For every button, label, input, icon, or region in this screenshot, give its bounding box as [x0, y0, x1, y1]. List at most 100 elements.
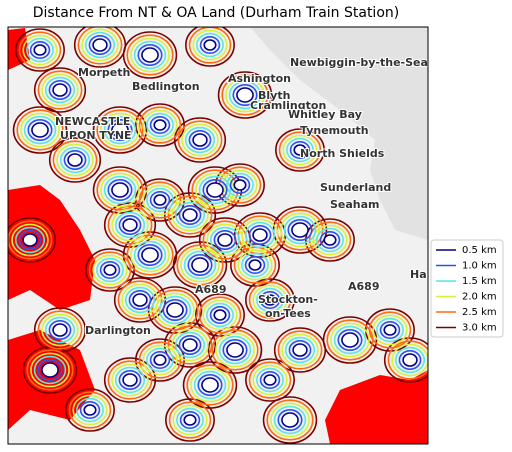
contour-ring	[280, 212, 320, 248]
place: Sunderland	[320, 181, 391, 194]
contour-ring	[305, 218, 355, 262]
contour-ring	[111, 363, 149, 397]
contour-ring	[376, 317, 404, 343]
contour-ring	[107, 179, 133, 202]
contour-ring	[217, 71, 273, 119]
contour-ring	[183, 250, 217, 280]
contour-ring	[23, 115, 57, 145]
contour-ring	[137, 43, 163, 66]
contour-ring	[233, 179, 247, 191]
contour-ring	[18, 230, 42, 251]
contour-ring	[333, 325, 367, 355]
contour-ring	[88, 251, 132, 289]
contour-ring	[133, 40, 167, 70]
contour-ring	[33, 44, 47, 56]
map: Newbiggin-by-the-Sea Morpeth Ashington B…	[8, 27, 441, 444]
contour-ring	[394, 346, 426, 374]
contour-ring	[209, 305, 231, 324]
contour-ring	[122, 373, 138, 387]
contour-ring	[259, 290, 281, 309]
place: Hartl	[410, 268, 441, 281]
map-frame	[7, 26, 429, 445]
contour-ring	[176, 407, 204, 433]
contour-ring	[126, 234, 174, 276]
contour-ring	[52, 83, 68, 97]
contour-ring	[237, 249, 273, 281]
contour-ring	[153, 354, 167, 366]
contour-ring	[122, 218, 138, 232]
contour-ring	[181, 123, 219, 157]
contour-ring	[248, 259, 262, 271]
contour-ring	[196, 32, 224, 58]
contour-ring	[252, 284, 288, 316]
contour-ring	[16, 109, 64, 151]
sea	[250, 27, 428, 240]
contour-ring	[67, 153, 83, 167]
contour-ring	[8, 217, 57, 263]
place: North Shields	[300, 147, 385, 160]
road: A689	[348, 280, 379, 293]
contour-ring	[248, 361, 292, 399]
contour-ring	[114, 211, 146, 239]
contour-ring	[180, 247, 220, 283]
contour-ring	[162, 298, 188, 321]
contour-ring	[191, 257, 209, 273]
contour-ring	[132, 293, 148, 307]
contour-ring	[76, 397, 104, 423]
contour-ring	[229, 176, 251, 195]
contour-ring	[188, 130, 212, 151]
contour-ring	[278, 131, 322, 169]
contour-ring	[41, 362, 59, 378]
contour-ring	[218, 335, 252, 365]
contour-ring	[337, 328, 363, 351]
contour-ring	[126, 34, 174, 76]
contour-ring	[197, 373, 223, 396]
contour-ring	[225, 77, 265, 113]
contour-ring	[30, 352, 70, 388]
contour-ring	[245, 278, 295, 322]
contour-ring	[146, 347, 174, 373]
contour-ring	[149, 350, 171, 369]
contour-ring	[283, 215, 317, 245]
contour-ring	[277, 408, 303, 431]
contour-ring	[182, 338, 198, 352]
contour-ring	[163, 322, 217, 368]
red-area	[325, 370, 428, 444]
contour-ring	[122, 31, 178, 79]
contour-ring	[323, 234, 337, 246]
place: UPON TYNE	[60, 129, 132, 142]
map-labels: Newbiggin-by-the-Sea Morpeth Ashington B…	[54, 55, 441, 338]
contour-ring	[379, 320, 401, 339]
contour-ring	[178, 334, 202, 355]
contour-ring	[256, 367, 284, 393]
contour-ring	[383, 337, 428, 383]
contour-ring	[118, 215, 142, 236]
contour-ring	[330, 322, 370, 358]
place: Ashington	[228, 72, 291, 85]
contour-ring	[198, 175, 232, 205]
contour-ring	[179, 410, 201, 429]
contour-ring	[41, 73, 79, 107]
contour-ring	[121, 283, 159, 317]
contour-ring	[256, 287, 284, 313]
contour-ring	[293, 144, 307, 156]
legend-label: 0.5 km	[462, 245, 497, 256]
contour-ring	[155, 292, 195, 328]
contour-ring	[146, 187, 174, 213]
contour-ring	[146, 112, 174, 138]
contour-ring	[63, 150, 87, 171]
contour-ring	[174, 331, 206, 359]
contour-ring	[402, 353, 418, 367]
contour-ring	[312, 224, 348, 256]
contour-ring	[103, 115, 137, 145]
contour-ring	[222, 338, 248, 361]
red-area	[8, 185, 95, 310]
place: Newbiggin-by-the-Sea	[290, 56, 428, 69]
contour-ring	[138, 341, 182, 379]
contour-ring	[199, 35, 221, 54]
contour-ring	[206, 302, 234, 328]
contour-ring	[183, 414, 197, 426]
place: Tynemouth	[300, 124, 369, 137]
contour-ring	[96, 257, 124, 283]
